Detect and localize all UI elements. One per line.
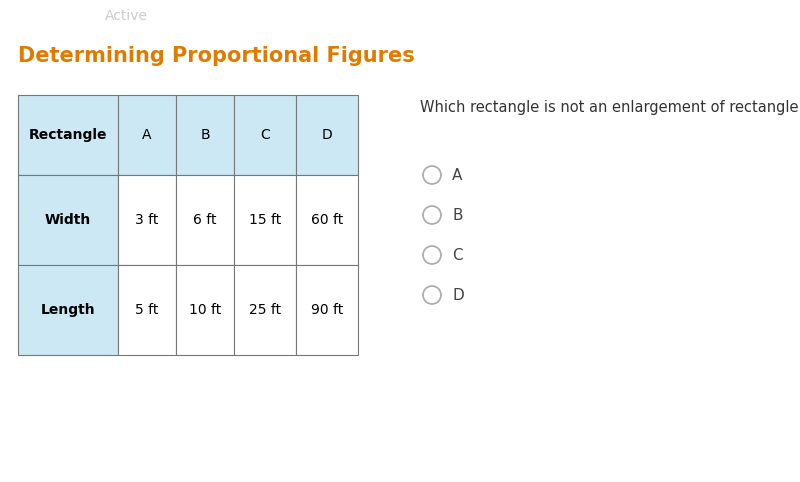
Text: 6 ft: 6 ft: [194, 213, 217, 227]
Text: A: A: [142, 128, 152, 142]
Text: A: A: [452, 168, 462, 183]
Text: 25 ft: 25 ft: [249, 303, 281, 317]
Bar: [234, 95, 296, 175]
Bar: [296, 175, 358, 265]
Text: 5 ft: 5 ft: [135, 303, 158, 317]
Text: Assignment: Assignment: [12, 9, 104, 23]
Bar: [18, 175, 118, 265]
Text: D: D: [452, 287, 464, 303]
Bar: [176, 175, 234, 265]
Bar: [18, 95, 118, 175]
Text: 15 ft: 15 ft: [249, 213, 281, 227]
Text: 60 ft: 60 ft: [311, 213, 343, 227]
Bar: [118, 95, 176, 175]
Bar: [118, 175, 176, 265]
Bar: [296, 95, 358, 175]
Text: B: B: [200, 128, 210, 142]
Text: Which rectangle is not an enlargement of rectangle A?: Which rectangle is not an enlargement of…: [420, 100, 800, 115]
Text: D: D: [322, 128, 332, 142]
Bar: [118, 265, 176, 355]
Text: C: C: [452, 247, 462, 263]
Text: Rectangle: Rectangle: [29, 128, 107, 142]
Text: 10 ft: 10 ft: [189, 303, 221, 317]
Bar: [234, 175, 296, 265]
Text: Length: Length: [41, 303, 95, 317]
Bar: [296, 265, 358, 355]
Text: Determining Proportional Figures: Determining Proportional Figures: [18, 46, 414, 66]
Text: B: B: [452, 207, 462, 223]
Text: Width: Width: [45, 213, 91, 227]
Text: Active: Active: [105, 9, 148, 23]
Text: 90 ft: 90 ft: [311, 303, 343, 317]
Bar: [176, 95, 234, 175]
Text: C: C: [260, 128, 270, 142]
Bar: [176, 265, 234, 355]
Bar: [234, 265, 296, 355]
Text: 3 ft: 3 ft: [135, 213, 158, 227]
Bar: [18, 265, 118, 355]
